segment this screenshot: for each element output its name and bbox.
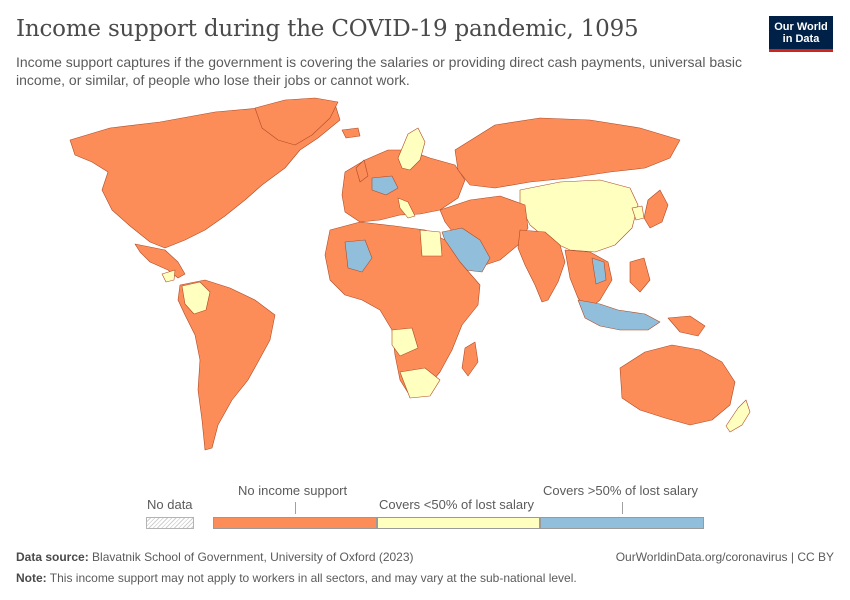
region-iceland[interactable] xyxy=(341,127,361,139)
region-egypt[interactable] xyxy=(419,229,443,257)
owid-logo[interactable]: Our World in Data xyxy=(769,16,833,52)
region-thailand[interactable] xyxy=(591,257,607,285)
region-europe[interactable] xyxy=(341,149,466,223)
data-source-label: Data source: xyxy=(16,550,89,564)
region-new-zealand[interactable] xyxy=(725,399,751,433)
map-legend: No data xyxy=(0,480,850,540)
footnote: Note: This income support may not apply … xyxy=(16,571,577,585)
region-russia[interactable] xyxy=(454,117,681,189)
chart-subtitle: Income support captures if the governmen… xyxy=(16,54,743,88)
logo-line-2: in Data xyxy=(782,33,820,45)
world-map xyxy=(69,97,751,451)
data-source-text: Blavatnik School of Government, Universi… xyxy=(92,550,414,564)
region-uk[interactable] xyxy=(355,159,369,183)
region-scandinavia[interactable] xyxy=(397,127,426,171)
legend-nodata-swatch[interactable] xyxy=(146,517,194,529)
region-india[interactable] xyxy=(517,229,566,303)
region-italy[interactable] xyxy=(397,197,416,219)
legend-nodata-label: No data xyxy=(147,497,193,512)
region-china[interactable] xyxy=(519,179,639,253)
region-philippines[interactable] xyxy=(629,257,651,293)
legend-swatch-partial[interactable] xyxy=(377,517,540,529)
legend-label-no-support: No income support xyxy=(238,483,348,498)
map-regions xyxy=(69,97,751,451)
legend-swatch-no-support[interactable] xyxy=(213,517,377,529)
region-greenland[interactable] xyxy=(254,97,339,146)
legend-swatch-full[interactable] xyxy=(540,517,704,529)
region-colombia[interactable] xyxy=(181,281,211,315)
note-label: Note: xyxy=(16,571,47,585)
legend-label-full: Covers >50% of lost salary xyxy=(543,483,698,498)
note-text: This income support may not apply to wor… xyxy=(49,571,577,585)
region-madagascar[interactable] xyxy=(461,341,479,377)
region-australia[interactable] xyxy=(619,344,736,426)
region-korea[interactable] xyxy=(631,205,645,221)
chart-title: Income support during the COVID-19 pande… xyxy=(16,16,639,42)
region-mexico[interactable] xyxy=(134,243,186,279)
legend-tick-full xyxy=(622,502,623,514)
region-japan[interactable] xyxy=(643,189,669,229)
region-indonesia[interactable] xyxy=(577,299,661,331)
region-angola-zambia[interactable] xyxy=(391,327,419,357)
logo-line-1: Our World xyxy=(774,21,828,33)
region-central-europe[interactable] xyxy=(371,175,399,196)
region-south-africa[interactable] xyxy=(399,367,441,399)
footer-url[interactable]: OurWorldinData.org/coronavirus | CC BY xyxy=(615,550,834,564)
region-south-america[interactable] xyxy=(177,279,276,451)
data-source: Data source: Blavatnik School of Governm… xyxy=(16,550,414,564)
legend-label-partial: Covers <50% of lost salary xyxy=(379,497,534,512)
legend-tick-no-support xyxy=(295,502,296,514)
region-central-america-partial[interactable] xyxy=(161,269,176,283)
region-mali[interactable] xyxy=(344,239,373,273)
region-papua[interactable] xyxy=(667,315,706,337)
